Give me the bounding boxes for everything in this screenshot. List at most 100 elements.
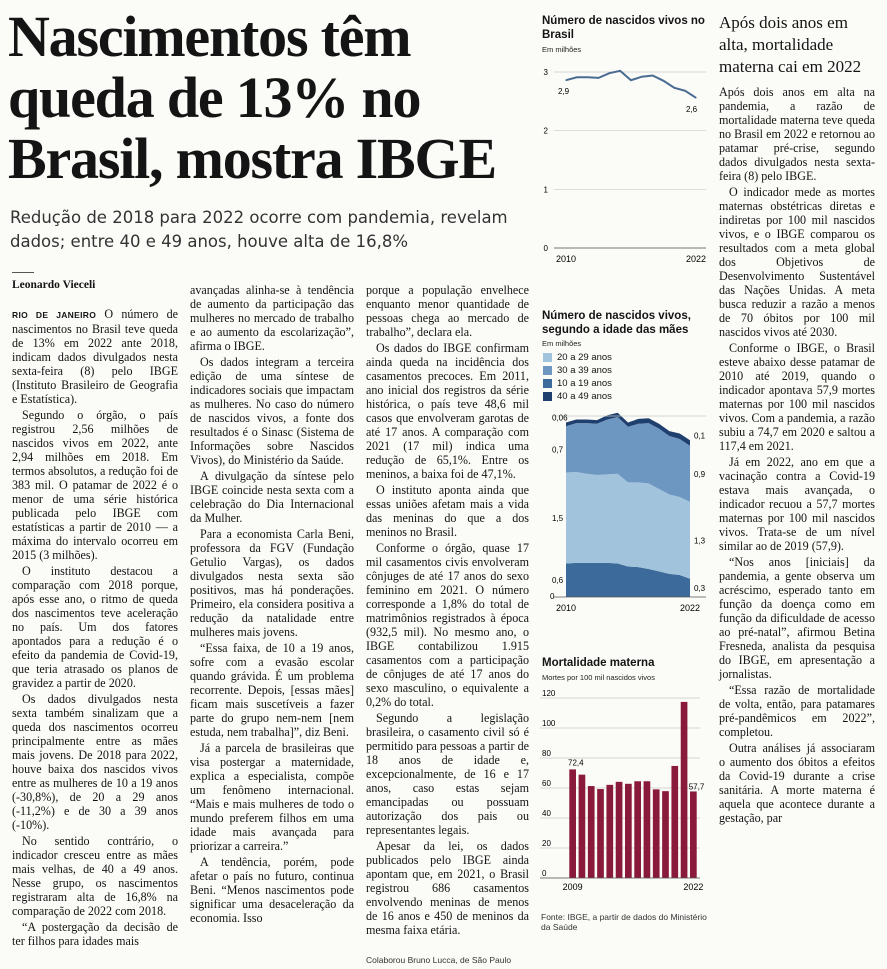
area-20-a-29-anos [566,471,690,579]
paragraph: Os dados divulgados nesta sexta também s… [12,692,178,832]
paragraph: Outra análises já associaram o aumento d… [719,741,875,825]
paragraph: Segundo a legislação brasileira, o casam… [366,711,529,837]
paragraph: A tendência, porém, pode afetar o país n… [190,855,354,925]
author-rule [12,272,34,273]
bar [662,791,669,878]
chart-births-by-age: 0 0,6 1,5 0,7 0,06 0,3 1,3 0,9 0,1 2010 2022 [550,412,706,613]
chart2-unit: Em milhões [542,339,582,348]
data-point [695,97,697,99]
bar [615,781,623,878]
label-start: 1,5 [552,514,564,523]
chart3-unit: Mortes por 100 mil nascidos vivos [542,673,655,682]
chart-maternal-mortality: 0 20 40 60 80 100 120 72,4 57,7 2009 2022 [540,689,705,892]
data-point [630,79,632,81]
label-end: 1,3 [694,536,706,545]
y-tick-label: 20 [542,839,551,848]
data-point [673,87,675,89]
chart3-title: Mortalidade materna [542,657,655,669]
data-point [576,76,578,78]
bar [634,781,641,878]
bar [625,783,632,878]
y-tick-label: 0 [542,869,547,878]
x-tick-label: 2010 [556,603,576,613]
bar [587,786,595,878]
paragraph: “Essa razão de mortalidade de volta, ent… [719,683,875,739]
bar [578,774,586,878]
x-tick-label: 2009 [563,882,583,892]
legend-item: 40 a 49 anos [543,390,612,403]
legend-label: 10 a 19 anos [557,378,612,389]
bar [690,791,697,878]
paragraph: porque a população envelhece enquanto me… [366,283,529,339]
bar [652,789,660,878]
bar [680,701,688,878]
paragraph: Já em 2022, ano em que a vacinação contr… [719,455,875,553]
data-point [608,72,610,74]
legend-swatch [543,353,552,362]
paragraph: avançadas alinha-se à tendência de aumen… [190,283,354,353]
annotation-last: 57,7 [689,782,705,791]
paragraph: “Nos anos [iniciais] da pandemia, a gent… [719,555,875,681]
legend-label: 30 a 39 anos [557,365,612,376]
byline: Leonardo Vieceli [12,279,96,291]
area-30-a-39-anos [566,417,690,502]
data-point [597,77,600,79]
paragraph: “A postergação da decisão de ter filhos … [12,920,178,948]
data-point [587,76,589,78]
paragraph: Após dois anos em alta na pandemia, a ra… [719,85,875,183]
paragraph: Os dados integram a terceira edição de u… [190,355,354,467]
annotation-end: 2,6 [686,105,698,114]
sidebar-column: Após dois anos em alta na pandemia, a ra… [719,85,875,827]
bar [606,784,614,878]
data-point [641,76,643,78]
bar [671,765,679,878]
y-tick-label: 0 [544,244,549,253]
chart-births-line: 0 1 2 3 2,9 2,6 2010 2022 [544,68,706,264]
article-column-3: porque a população envelhece enquanto me… [366,283,529,969]
paragraph: Apesar da lei, os dados publicados pelo … [366,839,529,937]
legend-item: 10 a 19 anos [543,377,612,390]
y-tick-label: 2 [544,127,549,136]
paragraph: O instituto aponta ainda que essas uniõe… [366,483,529,539]
x-tick-label: 2010 [556,254,576,264]
y-tick-label: 80 [542,749,551,758]
paragraph: Conforme o IBGE, o Brasil esteve abaixo … [719,341,875,453]
data-point [662,80,665,82]
paragraph: Conforme o órgão, quase 17 mil casamento… [366,541,529,709]
chart2-title: Número de nascidos vivos, segundo a idad… [542,310,691,336]
paragraph: Segundo o órgão, o país registrou 2,56 m… [12,408,178,562]
data-point [652,74,654,77]
y-tick-label: 40 [542,809,551,818]
paragraph: A divulgação da síntese pelo IBGE coinci… [190,469,354,525]
y-tick-label: 100 [542,719,556,728]
label-end: 0,3 [694,584,706,593]
paragraph: No sentido contrário, o indicador cresce… [12,834,178,918]
paragraph: RIO DE JANEIRO O número de nascimentos n… [12,307,178,406]
label-start: 0,6 [552,576,564,585]
annotation-first: 72,4 [568,758,584,767]
legend-item: 30 a 39 anos [543,364,612,377]
chart2-legend: 20 a 29 anos 30 a 39 anos 10 a 19 anos 4… [543,351,612,403]
data-point [619,70,621,72]
dateline: RIO DE JANEIRO [12,310,97,320]
label-end: 0,9 [694,470,706,479]
headline: Nascimentos têm queda de 13% no Brasil, … [8,4,497,191]
chart1-unit: Em milhões [542,45,582,54]
x-tick-label: 2022 [680,603,700,613]
y-tick-label: 0 [550,592,555,601]
credit-line: Colaborou Bruno Lucca, de São Paulo [366,955,512,965]
paragraph: O instituto destacou a comparação com 20… [12,564,178,690]
legend-swatch [543,366,552,375]
area-10-a-19-anos [566,562,690,597]
series-line [565,69,697,99]
subhead: Redução de 2018 para 2022 ocorre com pan… [10,208,508,251]
bar [597,789,604,878]
bar [569,769,576,878]
sidebar-title: Após dois anos em alta, mortalidade mate… [719,13,862,76]
data-point [684,90,686,92]
legend-swatch [543,379,552,388]
paragraph: Já a parcela de brasileiras que visa pos… [190,741,354,853]
data-point [565,79,567,81]
paragraph: O indicador mede as mortes maternas obst… [719,185,875,339]
legend-swatch [543,392,552,401]
